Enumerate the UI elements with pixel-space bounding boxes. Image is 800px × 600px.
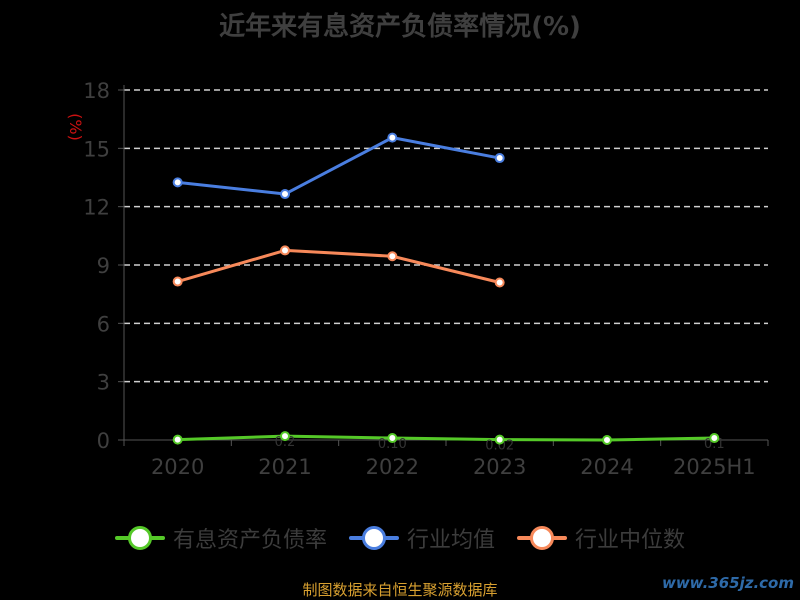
x-tick-label: 2024	[580, 455, 633, 479]
y-tick-label: 6	[97, 312, 110, 336]
legend-swatch-0	[114, 526, 165, 550]
legend-swatch-2	[517, 526, 567, 550]
y-tick-label: 15	[83, 137, 110, 161]
x-tick-label: 2023	[473, 455, 526, 479]
y-axis-label: (%)	[66, 113, 85, 141]
series-0-point	[387, 433, 398, 444]
legend-item-series-1[interactable]: 行业均值	[348, 522, 495, 554]
x-tick-label: 2025H1	[673, 455, 756, 479]
legend-label-1: 行业均值	[406, 528, 495, 553]
series-line-1	[177, 136, 500, 196]
legend: 有息资产负债率 行业均值 行业中位数	[0, 520, 800, 556]
data-label-0: 0.2	[275, 435, 296, 450]
y-tick-label: 18	[83, 79, 110, 103]
series-2-point	[494, 277, 505, 288]
series-2-point	[172, 276, 183, 287]
series-2-point	[280, 245, 290, 256]
watermark-logo: www.365jz.com	[661, 574, 794, 592]
chart-title: 近年来有息资产负债率情况(%)	[219, 12, 581, 42]
y-tick-label: 3	[97, 371, 110, 395]
series-0-point	[280, 431, 290, 442]
legend-label-0: 有息资产负债率	[172, 528, 327, 553]
x-tick-label: 2020	[151, 455, 204, 479]
legend-item-series-2[interactable]: 行业中位数	[517, 522, 685, 554]
series-line-0	[177, 434, 715, 442]
legend-swatch-1	[348, 526, 399, 550]
series-1-point	[494, 153, 505, 164]
legend-item-series-0[interactable]: 有息资产负债率	[114, 522, 327, 554]
series-1-point	[387, 132, 398, 143]
series-1-point	[172, 177, 183, 188]
data-label-0: 0.1	[704, 437, 725, 452]
data-source-note: 制图数据来自恒生聚源数据库	[302, 581, 498, 599]
series-0-point	[494, 434, 505, 445]
data-label-0: 0.10	[378, 437, 407, 452]
y-tick-label: 0	[97, 429, 110, 453]
x-tick-label: 2021	[258, 455, 311, 479]
series-1-point	[280, 189, 290, 200]
legend-label-2: 行业中位数	[575, 528, 686, 553]
x-tick-label: 2022	[366, 455, 419, 479]
series-0-point	[709, 433, 720, 444]
series-line-2	[177, 248, 501, 284]
series-0-point	[602, 435, 612, 445]
y-tick-label: 9	[97, 254, 110, 278]
series-0-point	[172, 434, 183, 445]
data-label-0: 0.02	[485, 439, 514, 454]
y-tick-label: 12	[83, 196, 110, 220]
series-2-point	[387, 251, 398, 262]
